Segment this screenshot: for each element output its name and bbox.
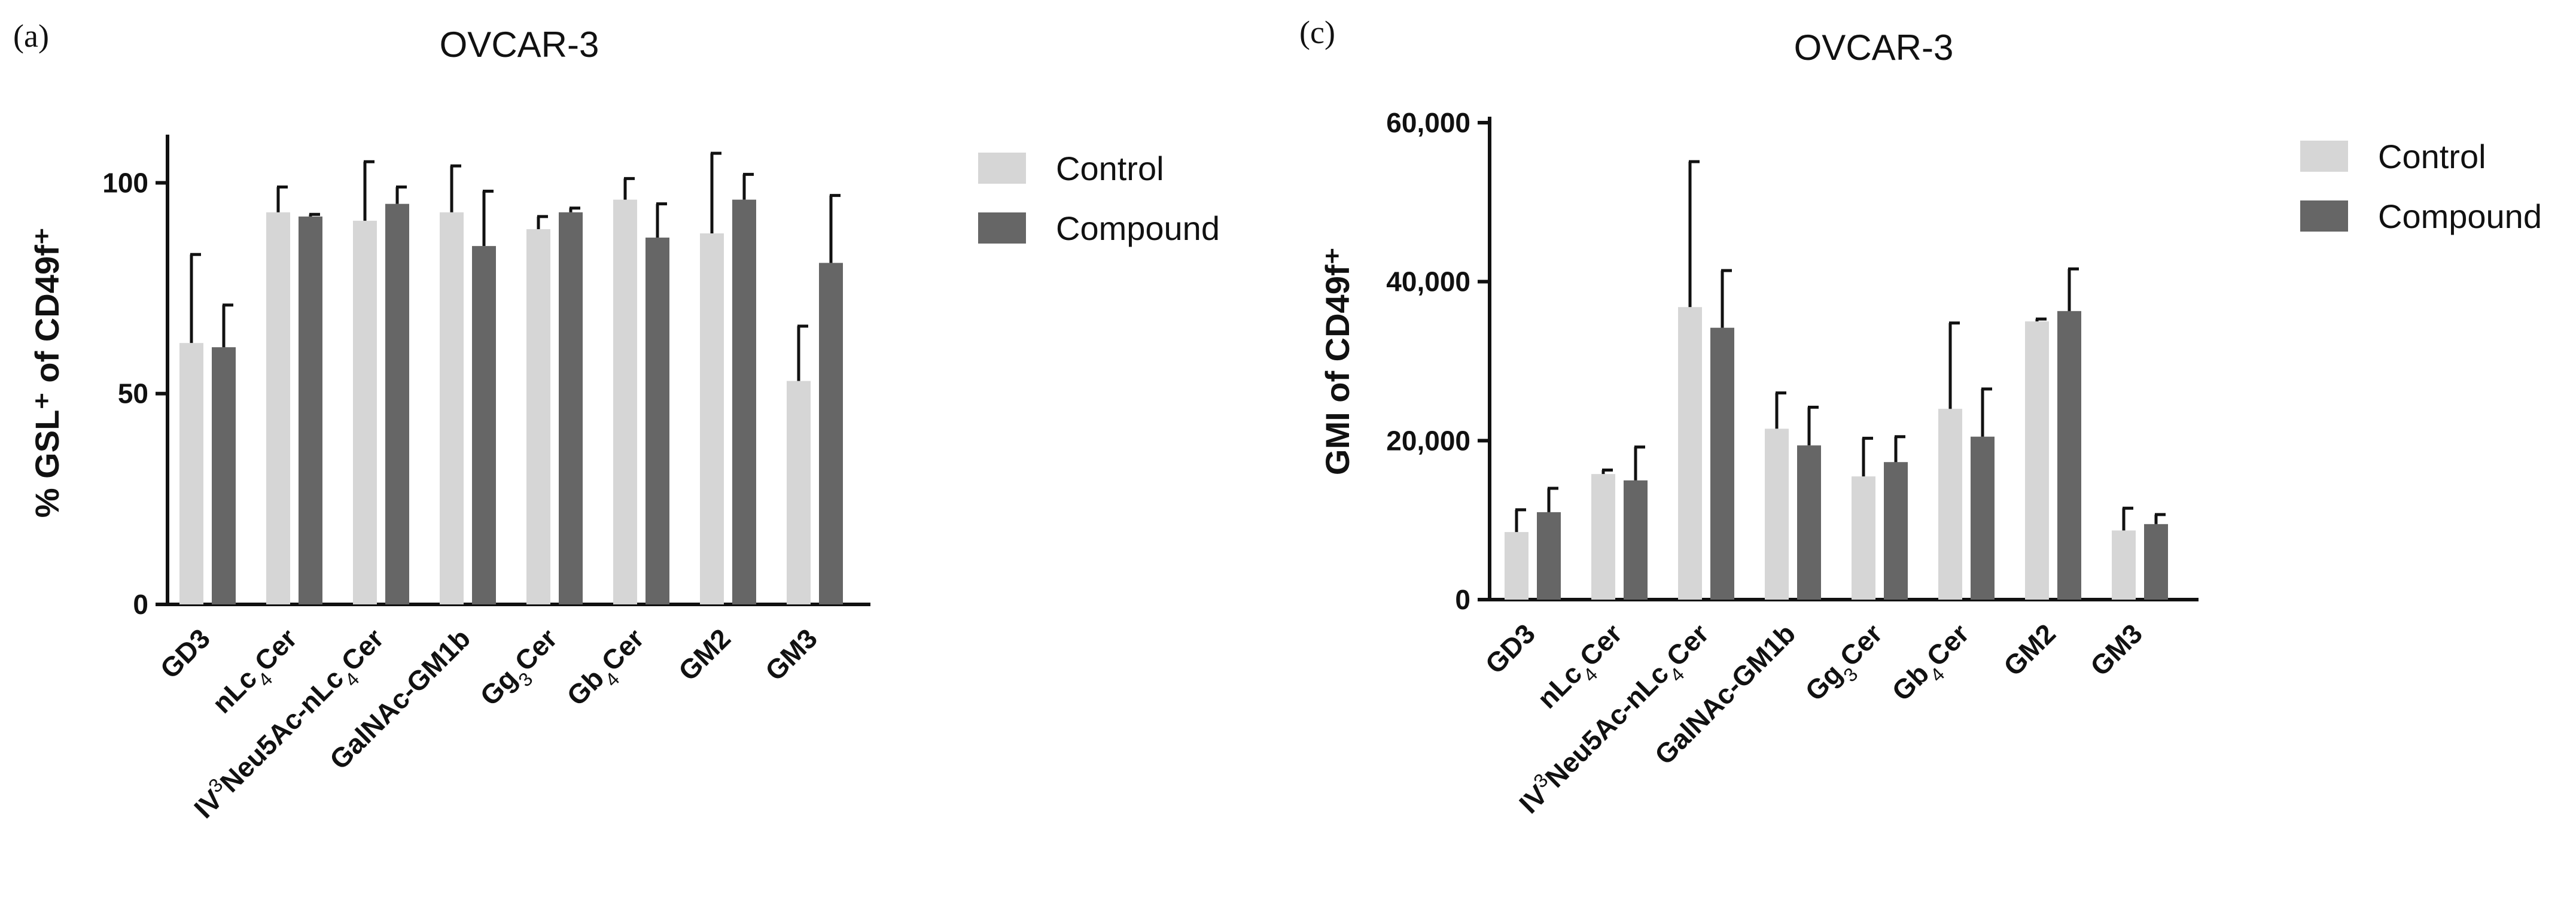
category-label-part: Gb	[561, 662, 610, 712]
category-label-part: Gg	[474, 662, 523, 712]
y-tick-label: 20,000	[1386, 425, 1470, 456]
bar-compound	[1710, 327, 1734, 600]
category-label-part: nLc	[206, 662, 263, 719]
legend-swatch-compound	[2300, 200, 2348, 232]
bar-control	[2025, 321, 2049, 600]
category-label-part: Gg	[1799, 658, 1848, 707]
bar-compound	[1971, 436, 1995, 600]
bar-control	[353, 220, 377, 604]
legend-swatch-control	[2300, 141, 2348, 172]
category-label: Gb4Cer	[1886, 618, 1981, 713]
legend-swatch-compound	[978, 212, 1026, 244]
category-label: GM2	[672, 622, 736, 686]
bar-compound	[559, 212, 583, 605]
y-tick-label: 40,000	[1386, 266, 1470, 297]
category-label: Gb4Cer	[561, 622, 656, 718]
category-label-part: GM2	[1998, 618, 2062, 682]
bar-compound	[2144, 524, 2168, 600]
bar-control	[1678, 307, 1702, 600]
category-label: GM3	[2084, 618, 2148, 682]
y-tick-label: 100	[102, 167, 148, 198]
category-label-part: GM3	[2084, 618, 2148, 682]
bar-compound	[472, 246, 496, 604]
category-label: GM3	[759, 622, 823, 686]
bar-compound	[2057, 311, 2081, 600]
y-tick-label: 60,000	[1386, 107, 1470, 138]
category-label-part: GM3	[759, 622, 823, 686]
category-label: Gg3Cer	[1799, 618, 1895, 713]
bar-compound	[1884, 462, 1908, 600]
bar-control	[526, 229, 550, 604]
category-label-part: Cer	[1920, 618, 1975, 672]
legend-label-compound: Compound	[2378, 197, 2542, 235]
category-label-part: GM2	[672, 622, 736, 686]
category-label: GM2	[1998, 618, 2062, 682]
category-label-part: GD3	[154, 622, 216, 685]
legend-label-control: Control	[1056, 150, 1164, 187]
y-tick-label: 0	[133, 589, 148, 620]
category-label: GD3	[154, 622, 216, 685]
panel-label: (c)	[1299, 14, 1335, 50]
bar-control	[2112, 530, 2136, 600]
y-axis-title: % GSL⁺ of CD49f⁺	[28, 227, 66, 518]
category-label-part: Gb	[1886, 658, 1935, 707]
category-label-part: Cer	[335, 622, 389, 677]
category-label: Gg3Cer	[474, 622, 570, 718]
bar-control	[1765, 428, 1789, 600]
bar-compound	[1624, 480, 1648, 600]
category-label-part: Cer	[248, 622, 303, 677]
panel-label: (a)	[13, 18, 49, 54]
bar-compound	[212, 347, 236, 604]
legend-label-compound: Compound	[1056, 209, 1220, 247]
category-label-part: GD3	[1479, 618, 1541, 680]
bar-compound	[819, 263, 843, 604]
bar-compound	[1797, 445, 1821, 600]
category-label: GD3	[1479, 618, 1541, 680]
y-tick-label: 0	[1455, 584, 1470, 615]
bar-control	[1938, 409, 1962, 600]
bar-control	[1505, 532, 1528, 600]
category-label-part: Cer	[1573, 618, 1628, 672]
bar-compound	[1537, 512, 1561, 600]
bar-control	[613, 199, 637, 604]
chart-title: OVCAR-3	[440, 25, 599, 65]
bar-control	[179, 343, 203, 604]
chart-panel-c: (c) OVCAR-3 0 20,000 40,000 60,000 GMI of CD49…	[1299, 14, 2542, 819]
category-label-part: nLc	[1531, 658, 1588, 715]
bar-compound	[299, 216, 322, 604]
bar-control	[1852, 476, 1875, 600]
category-label-part: Cer	[595, 622, 650, 677]
bar-control	[787, 381, 811, 604]
y-tick-label: 50	[118, 378, 148, 409]
bar-control	[1591, 474, 1615, 600]
bar-control	[700, 233, 724, 604]
category-label-part: Cer	[508, 622, 563, 677]
bar-compound	[385, 203, 409, 604]
legend-label-control: Control	[2378, 138, 2486, 175]
y-axis-title: GMI of CD49f⁺	[1319, 247, 1356, 475]
bar-control	[440, 212, 464, 605]
bar-compound	[732, 199, 756, 604]
chart-title: OVCAR-3	[1794, 28, 1954, 68]
category-label-part: Cer	[1660, 618, 1715, 672]
category-label-part: Cer	[1834, 618, 1888, 672]
legend-swatch-control	[978, 153, 1026, 184]
bar-control	[266, 212, 290, 605]
bar-compound	[645, 238, 669, 605]
